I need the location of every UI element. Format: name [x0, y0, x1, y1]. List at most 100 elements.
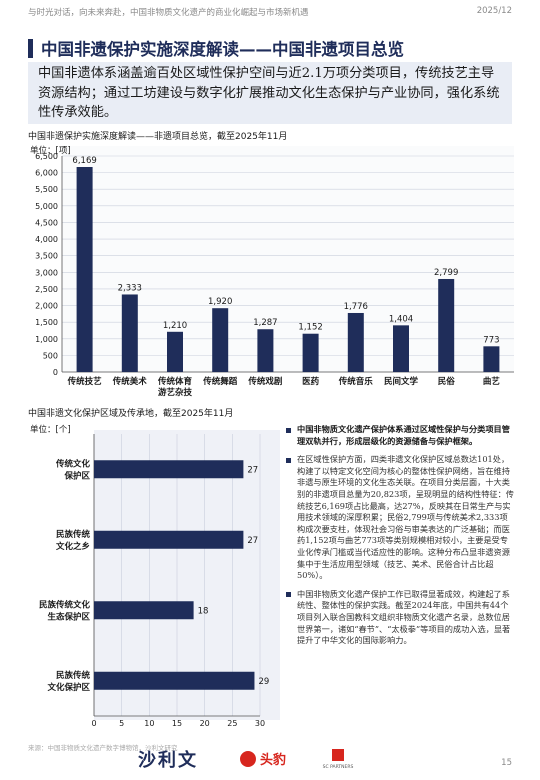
- y-tick-label: 4,500: [35, 218, 58, 227]
- analysis-bullets: 中国非物质文化遗产保护体系通过区域性保护与分类项目管理双轨并行，形成层级化的资源…: [286, 424, 514, 724]
- y-tick-label: 6,000: [35, 169, 58, 178]
- frost-sullivan-logo: 沙利文: [138, 750, 198, 771]
- category-label: 文化保护区: [47, 682, 90, 693]
- data-label: 773: [483, 335, 499, 345]
- bar: [347, 312, 364, 372]
- category-label: 传统技艺: [67, 376, 103, 387]
- category-label: 传统戏剧: [247, 376, 282, 387]
- data-label: 1,776: [344, 302, 368, 312]
- bullet-marker: [286, 427, 291, 433]
- chart1-value-labels: 6,169 2,333 1,210 1,920 1,287 1,152 1,776 1,404…: [72, 156, 499, 345]
- bar: [94, 601, 194, 620]
- y-tick-label: 5,000: [35, 202, 58, 211]
- data-label: 2,799: [434, 268, 458, 278]
- y-tick-label: 3,000: [35, 268, 58, 277]
- data-label: 18: [198, 606, 209, 616]
- category-label: 生态保护区: [47, 611, 90, 622]
- y-tick-label: 0: [53, 368, 58, 377]
- category-label: 民间文学: [384, 376, 419, 387]
- chart2-value-labels: 27 27 18 29: [198, 465, 270, 687]
- category-label: 文化之乡: [56, 541, 90, 552]
- data-label: 1,210: [163, 321, 187, 331]
- chart2-gridlines: [93, 434, 261, 717]
- data-label: 1,287: [253, 318, 277, 328]
- bullet-text: 中国非物质文化遗产保护工作已取得显著成效，构建起了系统性、整体性的保护实践。截至…: [297, 588, 511, 646]
- category-label: 曲艺: [483, 376, 501, 387]
- chart2-unit-label: 单位：[个]: [30, 424, 71, 435]
- category-label: 游艺杂技: [158, 387, 193, 398]
- sc-partners-logo-text: SC PARTNERS: [323, 764, 354, 770]
- data-label: 2,333: [118, 283, 142, 293]
- y-tick-label: 1,000: [35, 335, 58, 344]
- chart2-x-tick-labels: 0 5 10 15 20 25 30: [91, 719, 265, 728]
- bar: [94, 530, 244, 549]
- chart2-bars: [94, 460, 255, 690]
- bullet-text: 在区域性保护方面，四类非遗文化保护区域总数达101处，构建了以特定文化空间为核心…: [297, 454, 514, 581]
- chart1-unit-label: 单位：[项]: [30, 145, 71, 156]
- leadleo-logo-mark: [240, 751, 256, 767]
- category-label: 民族传统: [56, 670, 91, 681]
- data-label: 6,169: [72, 156, 96, 166]
- bar: [302, 333, 319, 372]
- summary-box: 中国非遗体系涵盖逾百处区域性保护空间与近2.1万项分类项目，传统技艺主导资源结构…: [28, 62, 512, 124]
- bullet-item: 中国非物质文化遗产保护工作已取得显著成效，构建起了系统性、整体性的保护实践。截至…: [286, 589, 514, 647]
- chart1-title: 中国非遗保护实施深度解读——非遗项目总览，截至2025年11月: [28, 132, 288, 142]
- category-label: 传统舞蹈: [202, 376, 238, 387]
- bullet-marker: [286, 592, 291, 598]
- source-note: 来源：中国非物质文化遗产数字博物馆，沙利文研究: [28, 744, 178, 752]
- data-label: 27: [247, 465, 258, 475]
- page-title: 中国非遗保护实施深度解读——中国非遗项目总览: [41, 40, 404, 59]
- bar: [393, 325, 409, 372]
- bar: [76, 166, 93, 372]
- x-tick-label: 0: [91, 719, 96, 728]
- page-header: 与时光对话，向未来奔赴，中国非物质文化遗产的商业化崛起与市场新机遇 2025/1…: [28, 6, 512, 20]
- bar: [94, 671, 255, 690]
- category-label: 传统美术: [112, 376, 148, 387]
- x-tick-label: 20: [200, 719, 210, 728]
- chart1-bars: [76, 166, 500, 372]
- bar: [438, 278, 455, 372]
- leadleo-logo: 头豹: [240, 751, 286, 768]
- y-tick-label: 5,500: [35, 185, 58, 194]
- category-label: 传统文化: [55, 458, 91, 469]
- category-label: 医药: [302, 376, 320, 387]
- y-tick-label: 2,000: [35, 302, 58, 311]
- y-tick-label: 4,000: [35, 235, 58, 244]
- sc-partners-logo-mark: [332, 749, 344, 761]
- x-tick-label: 15: [172, 719, 182, 728]
- y-tick-label: 1,500: [35, 318, 58, 327]
- y-tick-label: 500: [43, 351, 58, 360]
- category-label: 民族传统: [56, 529, 91, 540]
- bar: [257, 329, 274, 372]
- bullet-item: 在区域性保护方面，四类非遗文化保护区域总数达101处，构建了以特定文化空间为核心…: [286, 454, 514, 582]
- bar: [94, 460, 244, 479]
- page-title-row: 中国非遗保护实施深度解读——中国非遗项目总览: [28, 36, 512, 60]
- chart2-title: 中国非遗文化保护区域及传承地，截至2025年11月: [28, 409, 234, 419]
- data-label: 1,152: [298, 323, 322, 333]
- bar: [483, 346, 500, 372]
- bar: [212, 308, 229, 372]
- category-label: 保护区: [63, 470, 90, 481]
- bar: [121, 294, 138, 372]
- chart2-backdrop: [94, 430, 280, 720]
- sc-partners-logo: SC PARTNERS: [323, 749, 354, 770]
- x-tick-label: 30: [255, 719, 265, 728]
- bullet-marker: [286, 457, 291, 463]
- report-date: 2025/12: [476, 6, 512, 16]
- data-label: 27: [247, 536, 258, 546]
- chart1-y-tick-labels: 0 500 1,000 1,500 2,000 2,500 3,000 3,500 4,000 4…: [35, 152, 58, 377]
- y-tick-label: 2,500: [35, 285, 58, 294]
- data-label: 29: [258, 677, 269, 687]
- report-subtitle: 与时光对话，向未来奔赴，中国非物质文化遗产的商业化崛起与市场新机遇: [28, 8, 309, 18]
- data-label: 1,404: [389, 314, 413, 324]
- x-tick-label: 10: [144, 719, 154, 728]
- category-label: 民俗: [438, 376, 456, 387]
- title-accent-bar: [28, 38, 33, 58]
- category-label: 传统体育: [157, 376, 193, 387]
- bullet-text: 中国非物质文化遗产保护体系通过区域性保护与分类项目管理双轨并行，形成层级化的资源…: [297, 424, 510, 446]
- x-tick-label: 5: [119, 719, 124, 728]
- y-tick-label: 3,500: [35, 252, 58, 261]
